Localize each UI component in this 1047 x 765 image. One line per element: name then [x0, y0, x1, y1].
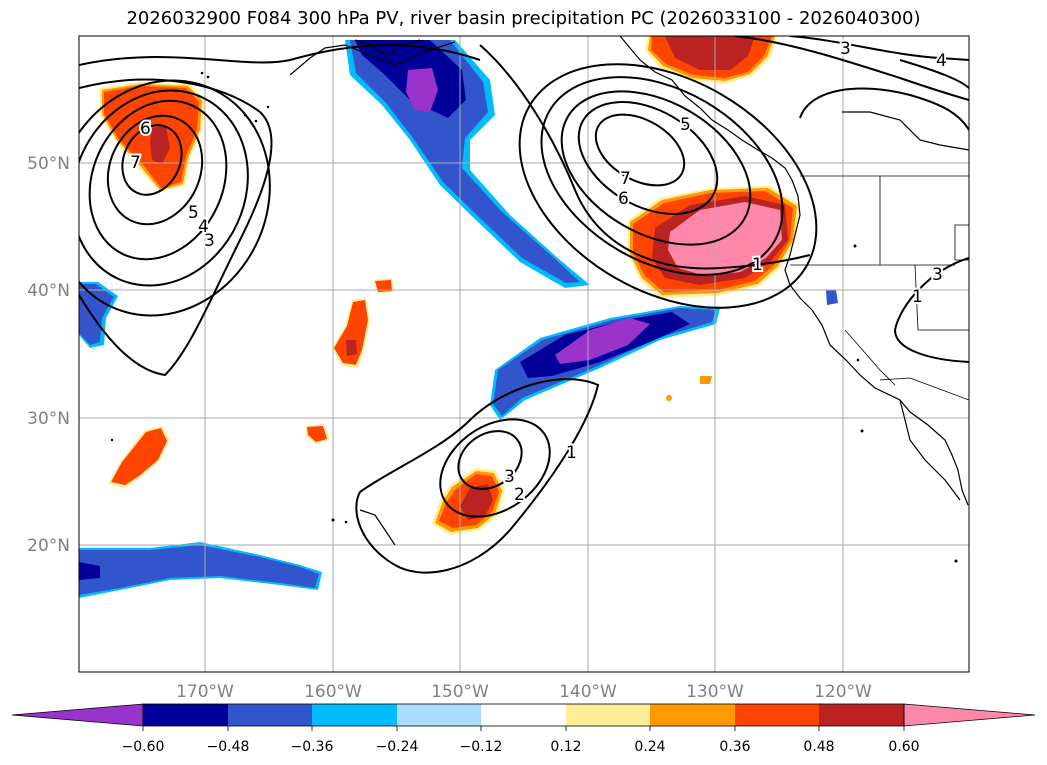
colorbar-tick-label: −0.12: [460, 739, 503, 755]
colorbar-tick-label: −0.60: [122, 739, 165, 755]
colorbar-segment: [566, 704, 650, 726]
colorbar-segment: [312, 704, 397, 726]
colorbar-tick-label: 0.36: [719, 739, 750, 755]
lon-label: 140°W: [559, 682, 617, 702]
lat-label: 50°N: [27, 154, 70, 174]
lat-label: 30°N: [27, 409, 70, 429]
colorbar-tick-label: 0.12: [550, 739, 581, 755]
lat-label: 20°N: [27, 536, 70, 556]
colorbar-segment: [397, 704, 481, 726]
contour-label: 1: [752, 255, 763, 275]
political-borders: [790, 175, 969, 401]
contour-label: 3: [840, 39, 851, 59]
negative-field-subtropical-band: [490, 306, 720, 420]
colorbar-tick-label: 0.24: [634, 739, 665, 755]
colorbar-segment: [819, 704, 904, 726]
lat-label: 40°N: [27, 281, 70, 301]
positive-field-subtropical: [432, 468, 505, 535]
negative-field-southern-band: [79, 542, 322, 598]
islands: [110, 71, 958, 563]
colorbar-segment: [228, 704, 312, 726]
contour-label: 7: [130, 153, 141, 173]
latitude-labels: 50°N 40°N 30°N 20°N: [27, 154, 70, 556]
colorbar-extend-right: [903, 703, 1036, 727]
contour-label: 6: [140, 119, 151, 139]
colorbar-tick-label: 0.60: [888, 739, 919, 755]
colorbar-segment: [735, 704, 819, 726]
lon-label: 160°W: [304, 682, 362, 702]
colorbar-segment: [481, 704, 566, 726]
lon-label: 150°W: [431, 682, 489, 702]
coastlines: [289, 36, 969, 546]
map-title: 2026032900 F084 300 hPa PV, river basin …: [126, 8, 921, 29]
contour-label: 5: [188, 203, 199, 223]
colorbar-segment: [650, 704, 735, 726]
contour-label: 4: [198, 217, 209, 237]
plot-frame: [78, 35, 970, 673]
colorbar-extend-left: [11, 703, 144, 727]
positive-field-small-blobs: [108, 278, 712, 488]
colorbar-tick-label: 0.48: [803, 739, 834, 755]
contour-label: 4: [936, 51, 947, 71]
contour-label: 1: [566, 443, 577, 463]
lon-label: 120°W: [814, 682, 872, 702]
pv-contours: [79, 36, 969, 574]
positive-field-british-columbia: [645, 36, 778, 84]
contour-label: 3: [932, 265, 943, 285]
colorbar-segment: [143, 704, 228, 726]
colorbar-tick-label: −0.36: [291, 739, 334, 755]
lon-label: 130°W: [686, 682, 744, 702]
contour-label: 1: [912, 287, 923, 307]
longitude-labels: 170°W 160°W 150°W 140°W 130°W 120°W: [176, 682, 872, 702]
negative-field-west-edge: [79, 282, 118, 348]
contour-label: 3: [504, 467, 515, 487]
negative-field-small: [826, 290, 838, 305]
contour-labels: 6 7 5 4 3 7 6 5 3 1 3 4 1 1 2 3: [128, 37, 949, 507]
contour-label: 5: [680, 115, 691, 135]
colorbar-tick-label: −0.24: [376, 739, 419, 755]
contour-label: 7: [620, 169, 631, 189]
contour-label: 3: [204, 231, 215, 251]
colorbar-tick-label: −0.48: [207, 739, 250, 755]
lon-label: 170°W: [176, 682, 234, 702]
contour-label: 6: [618, 189, 629, 209]
colorbar: −0.60 −0.48 −0.36 −0.24 −0.12 0.12 0.24 …: [11, 703, 1036, 755]
contour-label: 2: [514, 485, 525, 505]
